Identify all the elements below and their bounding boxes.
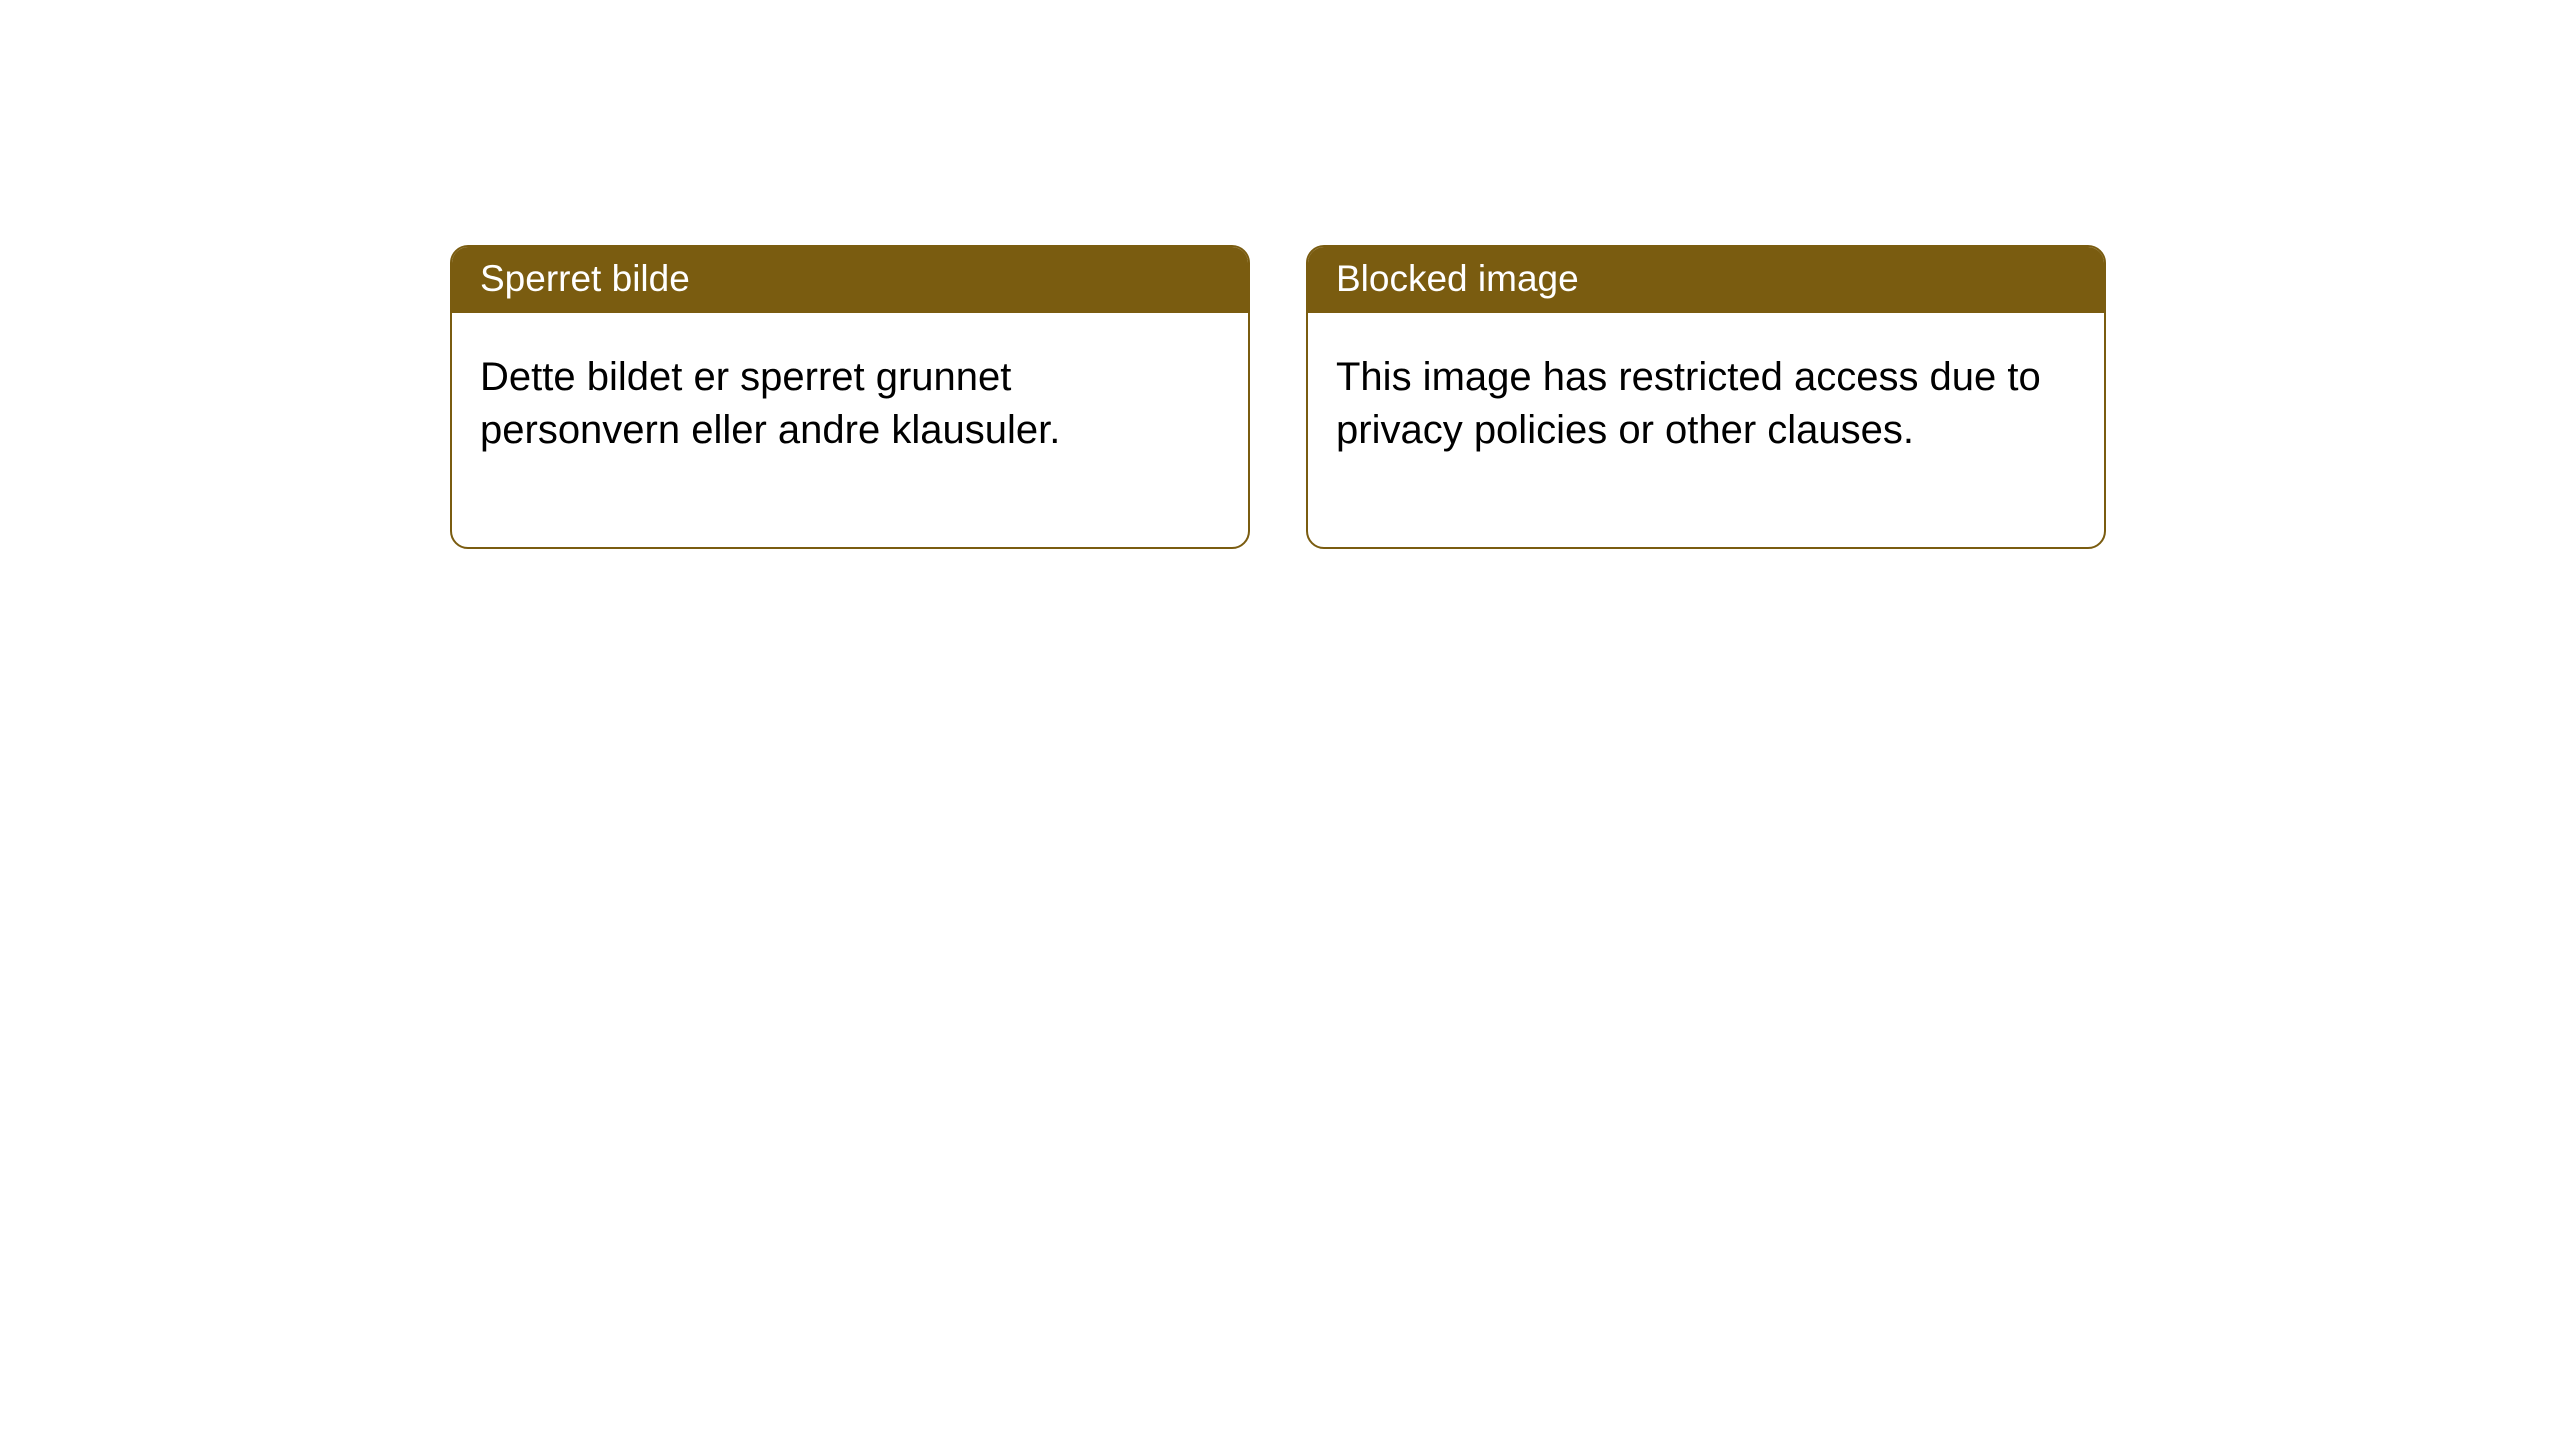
notice-title-norwegian: Sperret bilde: [452, 247, 1248, 313]
notice-title-english: Blocked image: [1308, 247, 2104, 313]
notice-box-english: Blocked image This image has restricted …: [1306, 245, 2106, 549]
notice-body-norwegian: Dette bildet er sperret grunnet personve…: [452, 313, 1248, 547]
notice-body-english: This image has restricted access due to …: [1308, 313, 2104, 547]
notice-box-norwegian: Sperret bilde Dette bildet er sperret gr…: [450, 245, 1250, 549]
notice-container: Sperret bilde Dette bildet er sperret gr…: [0, 0, 2560, 549]
